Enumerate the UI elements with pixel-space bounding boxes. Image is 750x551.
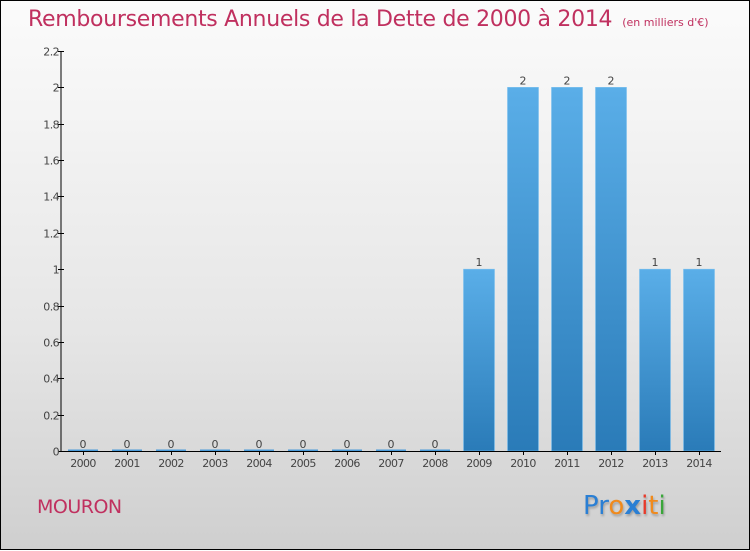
logo-letter: o <box>608 491 625 521</box>
chart-title: Remboursements Annuels de la Dette de 20… <box>28 7 709 32</box>
data-label: 1 <box>696 256 703 269</box>
data-label: 0 <box>212 438 219 451</box>
data-label: 1 <box>476 256 483 269</box>
x-tick-label: 2013 <box>642 457 668 470</box>
bar <box>595 87 627 452</box>
x-tick-label: 2000 <box>70 457 96 470</box>
logo-letter: i <box>658 491 666 521</box>
x-tick-label: 2012 <box>598 457 624 470</box>
bar <box>376 449 406 451</box>
y-axis: 0 0.2 0.4 0.6 0.8 1 1.2 1.4 1.6 1.8 2 2.2 <box>43 46 64 459</box>
bar <box>112 449 142 451</box>
city-name: MOURON <box>37 496 122 518</box>
data-label: 0 <box>256 438 263 451</box>
x-tick-label: 2005 <box>290 457 316 470</box>
y-tick-label: 0.4 <box>43 373 59 386</box>
logo-letter: t <box>648 491 659 521</box>
bar <box>639 268 671 452</box>
bar <box>683 268 715 452</box>
data-label: 0 <box>80 438 87 451</box>
data-label: 2 <box>520 74 527 87</box>
data-label: 0 <box>388 438 395 451</box>
y-tick-label: 1.8 <box>43 119 59 132</box>
y-tick-label: 1.4 <box>43 191 59 204</box>
proxiti-logo[interactable]: Proxiti <box>583 491 666 521</box>
y-tick-label: 0.6 <box>43 337 59 350</box>
data-label: 0 <box>300 438 307 451</box>
y-tick-label: 1.6 <box>43 155 59 168</box>
data-label: 0 <box>124 438 131 451</box>
y-tick-label: 2.2 <box>43 46 59 59</box>
bar <box>551 87 583 452</box>
y-tick-label: 0.8 <box>43 301 59 314</box>
y-tick-label: 0 <box>53 446 60 459</box>
y-tick-label: 0.2 <box>43 410 59 423</box>
bar <box>507 87 539 452</box>
bar <box>288 449 318 451</box>
x-axis: 2000 2001 2002 2003 2004 2005 2006 2007 2008 2009… <box>61 451 721 470</box>
logo-letter: r <box>598 491 609 521</box>
x-tick-label: 2001 <box>114 457 140 470</box>
x-tick-label: 2014 <box>686 457 712 470</box>
x-tick-label: 2004 <box>246 457 272 470</box>
logo-letter: i <box>641 491 649 521</box>
bars-group: 0 0 0 0 0 0 0 0 0 1 2 2 2 1 1 <box>68 74 715 452</box>
logo-letter: x <box>624 491 642 521</box>
bar <box>156 449 186 451</box>
bar <box>332 449 362 451</box>
x-tick-label: 2007 <box>378 457 404 470</box>
data-label: 0 <box>168 438 175 451</box>
title-text: Remboursements Annuels de la Dette de 20… <box>28 7 613 32</box>
bar <box>244 449 274 451</box>
y-tick-label: 2 <box>53 82 59 95</box>
data-label: 2 <box>608 74 615 87</box>
data-label: 0 <box>432 438 439 451</box>
y-tick-label: 1.2 <box>43 228 59 241</box>
bar <box>200 449 230 451</box>
data-label: 0 <box>344 438 351 451</box>
data-label: 1 <box>652 256 659 269</box>
x-tick-label: 2009 <box>466 457 492 470</box>
unit-label: (en milliers d'€) <box>622 16 709 29</box>
x-tick-label: 2006 <box>334 457 360 470</box>
bar <box>463 268 495 452</box>
x-tick-label: 2003 <box>202 457 228 470</box>
x-tick-label: 2008 <box>422 457 448 470</box>
bar <box>68 449 98 451</box>
data-label: 2 <box>564 74 571 87</box>
x-tick-label: 2010 <box>510 457 536 470</box>
bar <box>420 449 450 451</box>
y-tick-label: 1 <box>53 264 59 277</box>
x-tick-label: 2002 <box>158 457 184 470</box>
x-tick-label: 2011 <box>554 457 580 470</box>
logo-letter: P <box>583 491 599 521</box>
